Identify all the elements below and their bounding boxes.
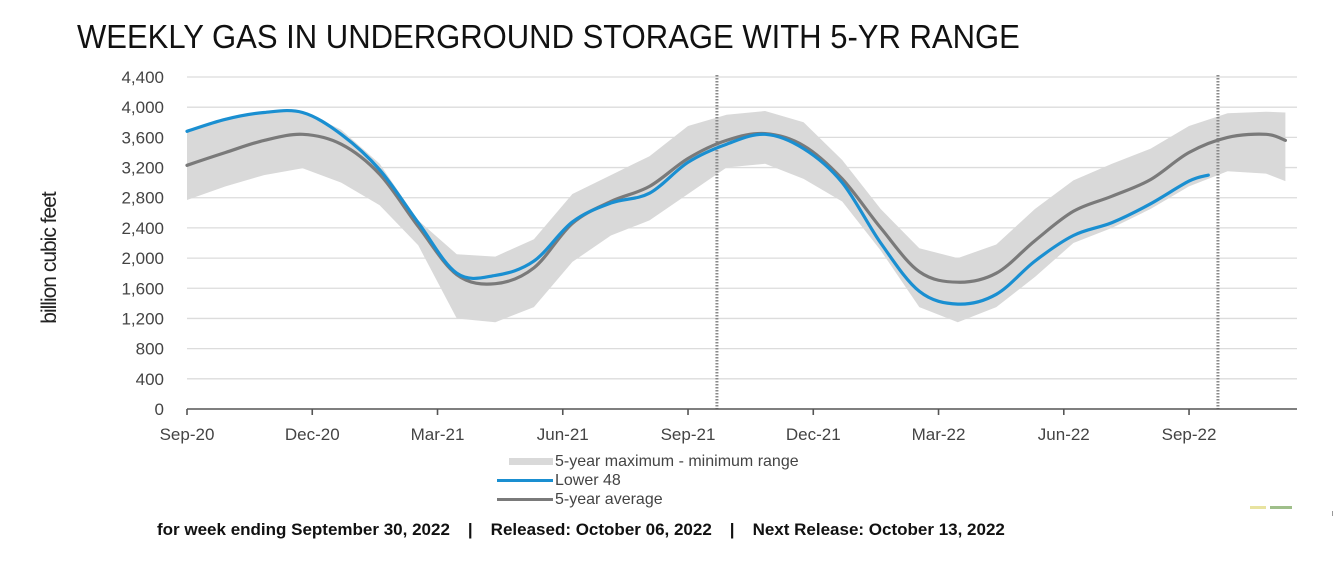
released-text: Released: October 06, 2022 bbox=[490, 520, 712, 539]
y-tick-label: 2,400 bbox=[121, 219, 164, 238]
legend-item-average: 5-year average bbox=[497, 490, 799, 509]
y-tick-label: 1,200 bbox=[121, 309, 164, 328]
separator: | bbox=[467, 520, 473, 539]
legend-swatch-range bbox=[509, 458, 553, 465]
x-tick-label: Sep-22 bbox=[1162, 425, 1217, 444]
release-info: for week ending September 30, 2022 | Relea… bbox=[157, 520, 1005, 540]
lower-48-line bbox=[185, 108, 1210, 306]
decorative-artifact bbox=[1250, 506, 1266, 509]
x-tick-label: Jun-21 bbox=[537, 425, 589, 444]
legend-swatch-lower48 bbox=[497, 479, 553, 482]
y-tick-label: 3,600 bbox=[121, 128, 164, 147]
legend-item-lower48: Lower 48 bbox=[497, 471, 799, 490]
y-tick-label: 800 bbox=[136, 340, 164, 359]
range-band bbox=[187, 111, 1286, 323]
x-tick-labels: Sep-20 Dec-20 Mar-21 Jun-21 Sep-21 Dec-21 Mar-… bbox=[160, 425, 1217, 444]
x-tick-label: Sep-20 bbox=[160, 425, 215, 444]
x-axis bbox=[186, 408, 1297, 415]
legend-item-range: 5-year maximum - minimum range bbox=[497, 452, 799, 471]
x-tick-label: Dec-21 bbox=[786, 425, 841, 444]
decorative-artifact bbox=[1270, 506, 1292, 509]
y-tick-label: 4,000 bbox=[121, 98, 164, 117]
week-ending-text: for week ending September 30, 2022 bbox=[157, 520, 450, 539]
y-tick-labels: 0 400 800 1,200 1,600 2,000 2,400 2,800 3,200 3,6… bbox=[121, 68, 164, 419]
y-tick-label: 2,800 bbox=[121, 189, 164, 208]
next-release-text: Next Release: October 13, 2022 bbox=[752, 520, 1005, 539]
y-tick-label: 4,400 bbox=[121, 68, 164, 87]
x-tick-label: Dec-20 bbox=[285, 425, 340, 444]
x-tick-label: Sep-21 bbox=[661, 425, 716, 444]
legend-label-lower48: Lower 48 bbox=[555, 472, 621, 489]
y-tick-label: 1,600 bbox=[121, 279, 164, 298]
y-tick-label: 2,000 bbox=[121, 249, 164, 268]
legend-label-range: 5-year maximum - minimum range bbox=[555, 453, 799, 470]
separator: | bbox=[729, 520, 735, 539]
x-tick-label: Mar-22 bbox=[912, 425, 966, 444]
chart-title: WEEKLY GAS IN UNDERGROUND STORAGE WITH 5… bbox=[77, 18, 1020, 55]
legend: 5-year maximum - minimum range Lower 48 … bbox=[497, 452, 799, 509]
y-tick-label: 0 bbox=[155, 400, 164, 419]
y-tick-label: 400 bbox=[136, 370, 164, 389]
series-lines bbox=[185, 108, 1287, 306]
range-band-layer bbox=[187, 111, 1286, 323]
y-tick-label: 3,200 bbox=[121, 159, 164, 178]
five-year-average-line bbox=[185, 131, 1287, 286]
legend-label-average: 5-year average bbox=[555, 491, 663, 508]
x-tick-label: Jun-22 bbox=[1038, 425, 1090, 444]
decorative-artifact bbox=[1332, 511, 1333, 516]
legend-swatch-average bbox=[497, 498, 553, 501]
x-tick-label: Mar-21 bbox=[411, 425, 465, 444]
